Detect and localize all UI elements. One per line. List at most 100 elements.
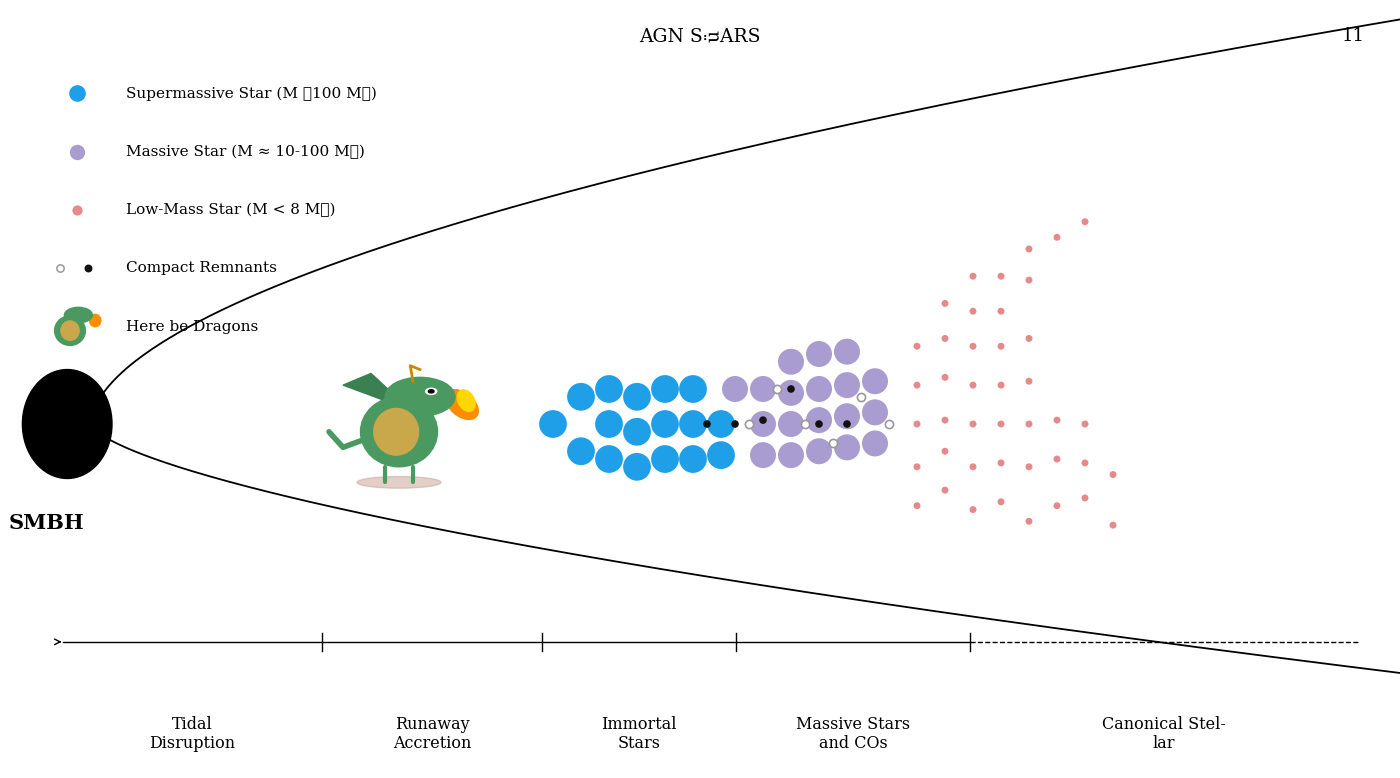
Point (1102, 519, 1124, 531)
Circle shape (385, 377, 455, 416)
Point (808, 418, 830, 430)
Point (934, 414, 956, 426)
Text: Supermassive Star (M ≫100 M☉): Supermassive Star (M ≫100 M☉) (126, 86, 377, 100)
Point (1074, 457, 1096, 469)
Point (752, 383, 774, 395)
Point (850, 391, 872, 403)
Ellipse shape (62, 321, 78, 341)
Point (864, 375, 886, 387)
Point (1046, 414, 1068, 426)
Polygon shape (343, 373, 392, 401)
Point (962, 270, 984, 282)
Text: Here be Dragons: Here be Dragons (126, 320, 258, 334)
Point (780, 418, 802, 430)
Point (724, 418, 746, 430)
Point (962, 340, 984, 352)
Point (654, 383, 676, 395)
Point (1074, 216, 1096, 228)
Point (864, 437, 886, 450)
Point (710, 449, 732, 461)
Point (626, 391, 648, 403)
Point (990, 305, 1012, 317)
Point (49, 262, 71, 275)
Point (934, 371, 956, 384)
Point (77, 262, 99, 275)
Point (808, 414, 830, 426)
Point (990, 457, 1012, 469)
Point (990, 418, 1012, 430)
Point (962, 379, 984, 391)
Ellipse shape (22, 370, 112, 478)
Point (780, 356, 802, 368)
Point (598, 383, 620, 395)
Point (780, 387, 802, 399)
Point (990, 379, 1012, 391)
Point (934, 332, 956, 345)
Point (934, 445, 956, 457)
Point (962, 503, 984, 516)
Point (780, 383, 802, 395)
Point (1102, 468, 1124, 481)
Ellipse shape (374, 408, 419, 455)
Point (1046, 453, 1068, 465)
Point (752, 414, 774, 426)
Point (682, 453, 704, 465)
Point (780, 449, 802, 461)
Point (542, 418, 564, 430)
Point (906, 418, 928, 430)
Point (598, 418, 620, 430)
Point (752, 449, 774, 461)
Point (962, 305, 984, 317)
Point (66, 145, 88, 158)
Point (682, 383, 704, 395)
Point (696, 418, 718, 430)
Point (752, 418, 774, 430)
Point (990, 496, 1012, 508)
Point (906, 461, 928, 473)
Point (1018, 243, 1040, 255)
Point (934, 297, 956, 310)
Point (1046, 231, 1068, 244)
Text: SMBH: SMBH (8, 513, 84, 534)
Point (836, 379, 858, 391)
Point (934, 484, 956, 496)
Point (1018, 332, 1040, 345)
Point (808, 445, 830, 457)
Ellipse shape (458, 390, 475, 412)
Point (836, 418, 858, 430)
Point (682, 418, 704, 430)
Point (1074, 492, 1096, 504)
Ellipse shape (357, 476, 441, 489)
Point (724, 383, 746, 395)
Point (570, 391, 592, 403)
Circle shape (428, 390, 434, 393)
Text: 11: 11 (1343, 27, 1365, 45)
Point (836, 345, 858, 358)
Ellipse shape (55, 316, 85, 345)
Point (1018, 274, 1040, 286)
Point (570, 445, 592, 457)
Point (990, 270, 1012, 282)
Point (66, 204, 88, 216)
Point (1018, 375, 1040, 387)
Text: Massive Stars
and COs: Massive Stars and COs (795, 716, 910, 752)
Point (990, 340, 1012, 352)
Point (962, 418, 984, 430)
Text: Compact Remnants: Compact Remnants (126, 261, 277, 275)
Point (962, 461, 984, 473)
Circle shape (64, 307, 92, 323)
Text: Massive Star (M ≈ 10-100 M☉): Massive Star (M ≈ 10-100 M☉) (126, 145, 365, 159)
Point (1074, 418, 1096, 430)
Text: Low-Mass Star (M < 8 M☉): Low-Mass Star (M < 8 M☉) (126, 203, 336, 217)
Point (878, 418, 900, 430)
Point (738, 418, 760, 430)
Point (864, 406, 886, 419)
Text: Immortal
Stars: Immortal Stars (602, 716, 678, 752)
Point (836, 441, 858, 454)
Point (654, 418, 676, 430)
Point (906, 340, 928, 352)
Point (626, 461, 648, 473)
Point (626, 426, 648, 438)
Circle shape (426, 388, 437, 394)
Point (1018, 461, 1040, 473)
